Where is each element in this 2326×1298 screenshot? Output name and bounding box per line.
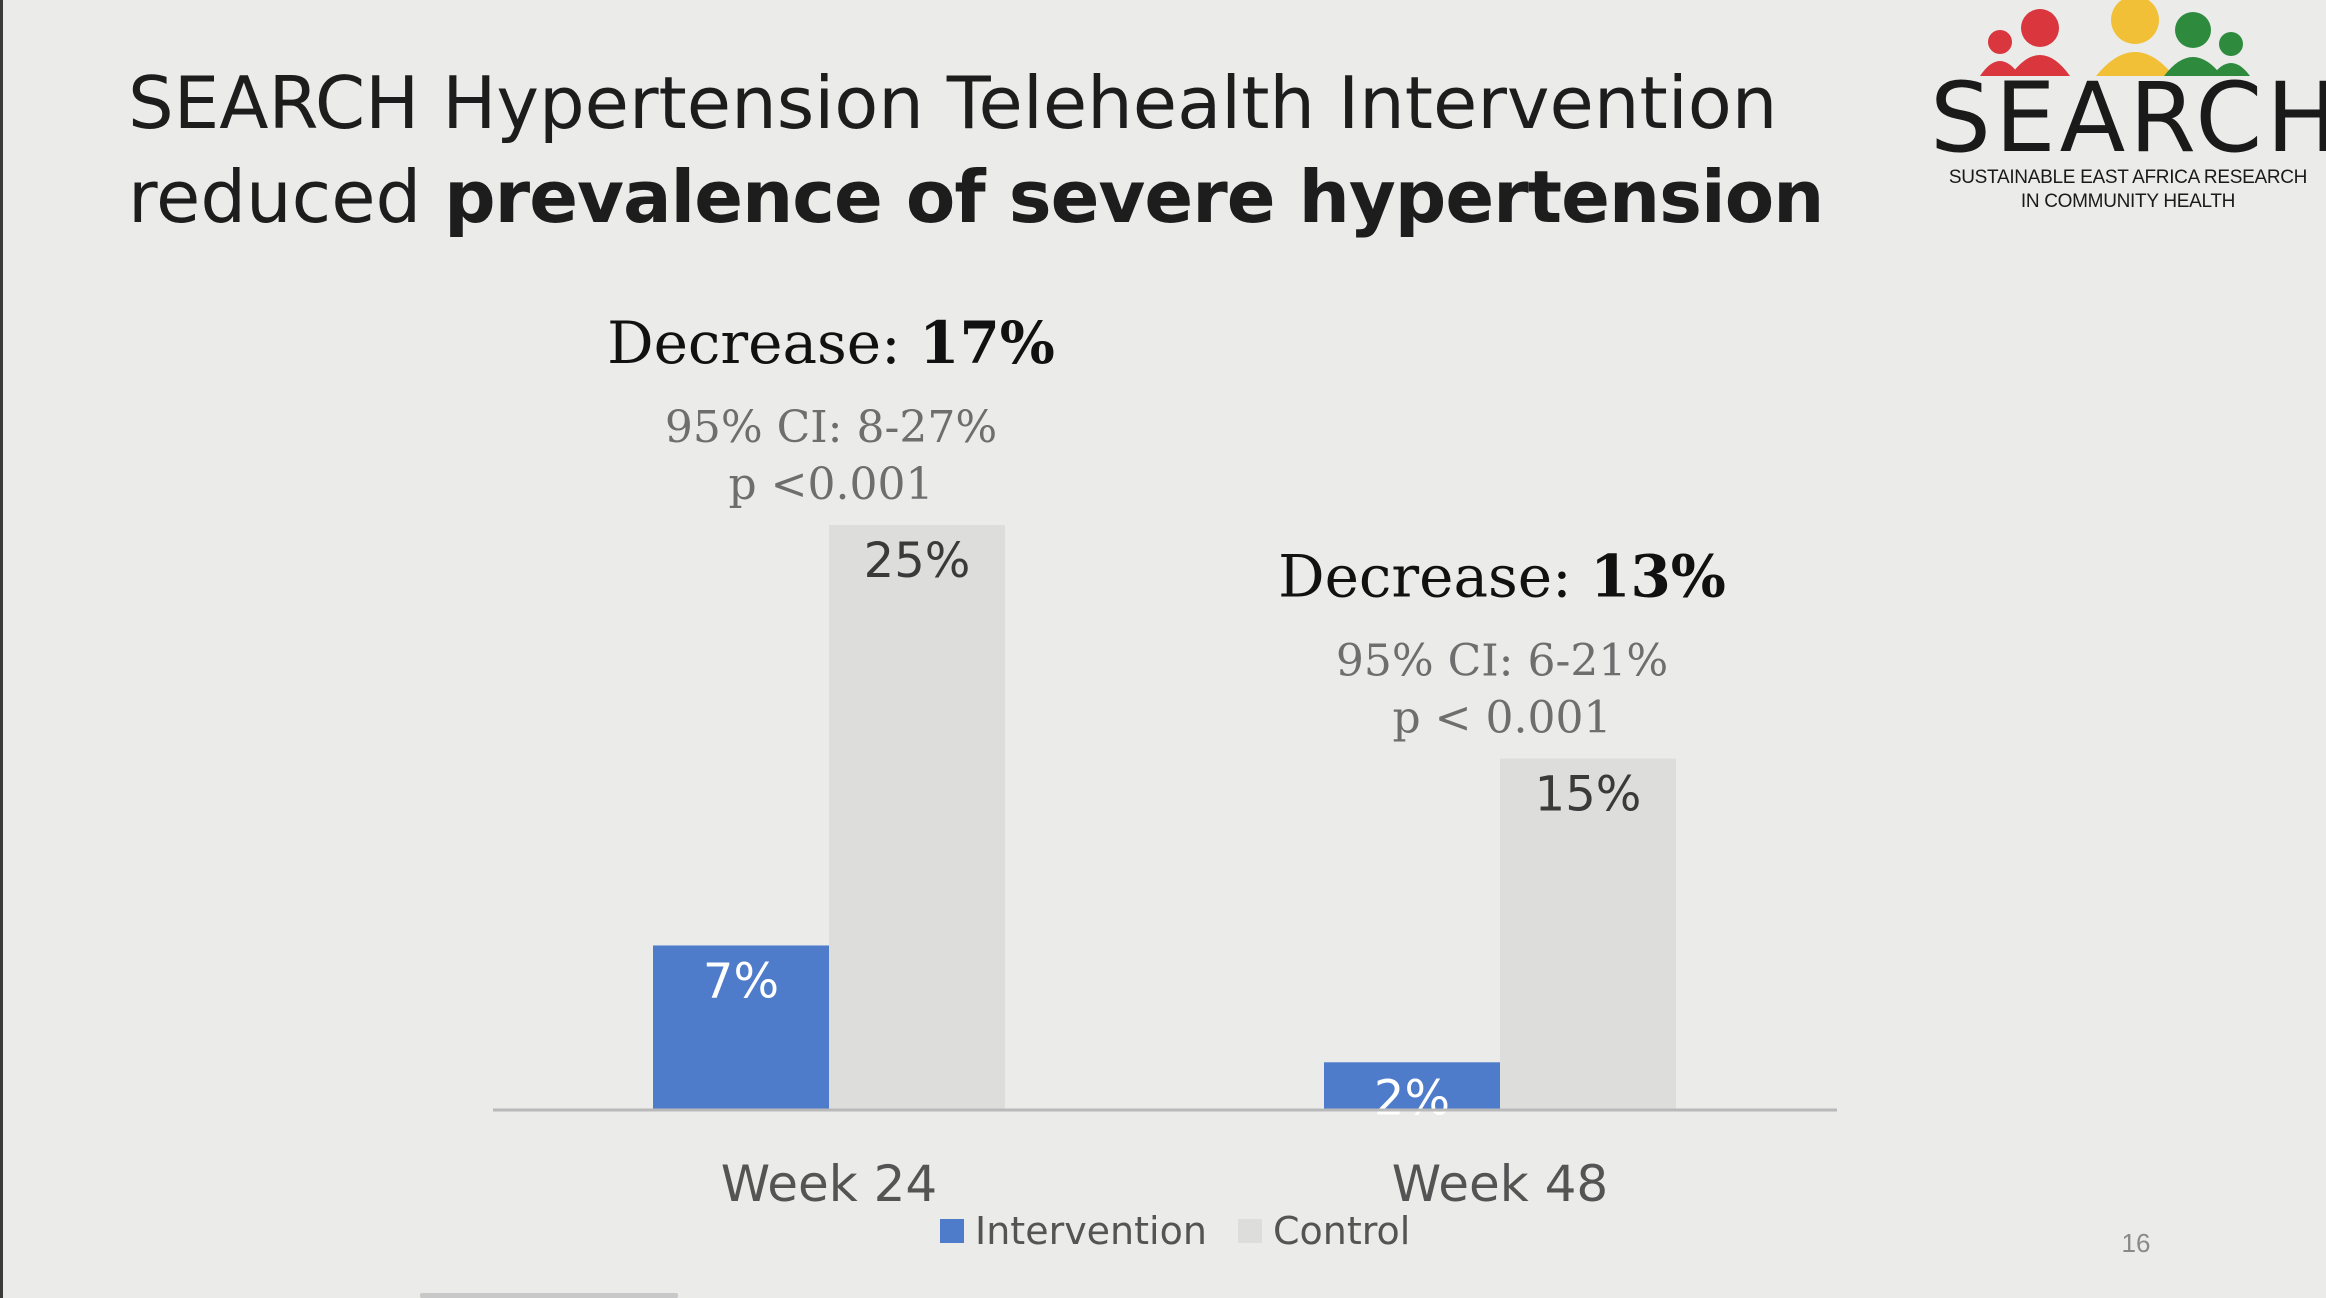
legend-label-control: Control <box>1273 1209 1410 1253</box>
category-label-2: Week 48 <box>1392 1155 1609 1213</box>
category-label-1: Week 24 <box>721 1155 938 1213</box>
search-logo-people-icon <box>1980 0 2250 76</box>
scrollbar-thumb[interactable] <box>420 1293 678 1298</box>
slide-left-edge <box>0 0 3 1298</box>
bar-intervention-1 <box>653 945 829 1109</box>
search-logo: SEARCH SUSTAINABLE EAST AFRICA RESEARCH … <box>1930 0 2326 220</box>
decrease-annotation-2: Decrease: 13% <box>1278 543 1726 611</box>
bar-label-control-1: 25% <box>864 533 971 589</box>
decrease-label-2: Decrease: <box>1278 543 1590 611</box>
title-line-1: SEARCH Hypertension Telehealth Intervent… <box>128 61 1778 145</box>
slide-title: SEARCH Hypertension Telehealth Intervent… <box>128 56 1824 244</box>
legend-label-intervention: Intervention <box>975 1209 1207 1253</box>
decrease-value-2: 13% <box>1590 543 1726 611</box>
decrease-label-1: Decrease: <box>607 309 919 377</box>
confidence-interval-1: 95% CI: 8-27% <box>665 402 997 453</box>
logo-subtitle: SUSTAINABLE EAST AFRICA RESEARCH IN COMM… <box>1930 166 2326 214</box>
p-value-2: p < 0.001 <box>1393 693 1612 744</box>
title-line-2-bold: prevalence of severe hypertension <box>444 155 1824 239</box>
bar-control-1 <box>829 525 1005 1109</box>
bar-label-control-2: 15% <box>1535 767 1642 823</box>
logo-person-yellow <box>2096 0 2174 76</box>
logo-person-green <box>2164 12 2222 76</box>
logo-subtitle-line-2: IN COMMUNITY HEALTH <box>2020 191 2236 212</box>
confidence-interval-2: 95% CI: 6-21% <box>1336 636 1668 687</box>
legend-swatch-control <box>1238 1219 1262 1243</box>
decrease-annotation-1: Decrease: 17% <box>607 309 1055 377</box>
logo-wordmark: SEARCH <box>1930 62 2326 174</box>
bar-label-intervention-2: 2% <box>1374 1070 1450 1126</box>
page-number: 16 <box>2121 1228 2151 1258</box>
title-line-2-plain: reduced <box>128 155 422 239</box>
bar-control-2 <box>1500 758 1676 1109</box>
logo-person-green-right <box>2212 32 2250 76</box>
title-line-2: reduced prevalence of severe hypertensio… <box>128 150 1824 244</box>
bar-label-intervention-1: 7% <box>703 953 779 1009</box>
p-value-1: p <0.001 <box>729 459 934 510</box>
bar-intervention-2 <box>1324 1062 1500 1109</box>
logo-person-red <box>2010 9 2070 76</box>
logo-person-red-left <box>1980 30 2020 76</box>
logo-subtitle-line-1: SUSTAINABLE EAST AFRICA RESEARCH <box>1948 167 2308 188</box>
legend-swatch-intervention <box>940 1219 964 1243</box>
decrease-value-1: 17% <box>919 309 1055 377</box>
